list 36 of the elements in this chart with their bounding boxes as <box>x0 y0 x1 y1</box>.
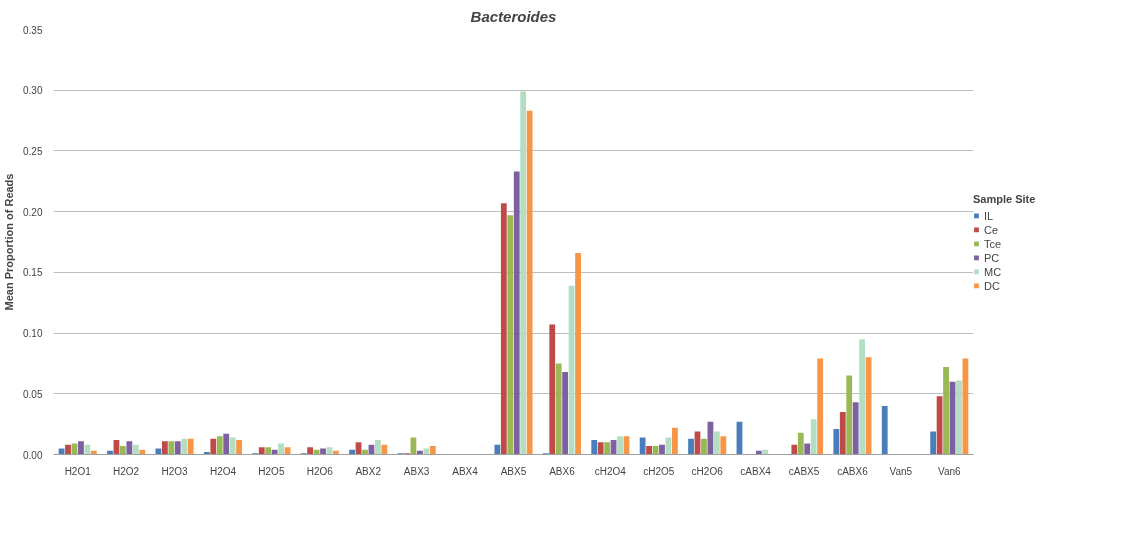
legend-label: IL <box>984 209 995 221</box>
x-tick-label: cABX4 <box>740 465 772 477</box>
x-tick-label: H2O3 <box>161 465 189 477</box>
x-tick-label: cH2O4 <box>594 465 627 477</box>
chart-title: Bacteroides <box>470 7 557 25</box>
x-tick-label: ABX5 <box>500 465 527 477</box>
legend-label: PC <box>984 251 1001 263</box>
legend-label: DC <box>984 279 1001 291</box>
x-tick-label: cABX5 <box>788 465 820 477</box>
x-tick-label: cH2O6 <box>691 465 724 477</box>
x-tick-label: H2O1 <box>64 465 92 477</box>
legend-label: MC <box>984 265 1003 277</box>
y-axis-title: Mean Proportion of Reads <box>3 173 16 311</box>
y-tick-label: 0.25 <box>23 145 43 157</box>
y-tick-label: 0.00 <box>23 449 43 461</box>
x-tick-label: ABX6 <box>549 465 576 477</box>
x-tick-label: Van6 <box>937 465 962 477</box>
y-tick-label: 0.30 <box>23 85 43 97</box>
legend-label: Tce <box>984 237 1003 249</box>
y-tick-label: 0.35 <box>23 24 43 36</box>
x-tick-label: ABX2 <box>355 465 382 477</box>
y-tick-label: 0.15 <box>23 267 43 279</box>
x-tick-label: H2O6 <box>306 465 334 477</box>
x-tick-label: H2O4 <box>209 465 237 477</box>
x-tick-label: Van5 <box>889 465 913 477</box>
y-tick-label: 0.20 <box>23 206 43 218</box>
x-tick-label: cH2O5 <box>643 465 675 477</box>
x-tick-label: ABX4 <box>452 465 479 477</box>
y-tick-label: 0.10 <box>23 328 43 340</box>
legend-title: Sample Site <box>973 192 1036 204</box>
x-tick-label: ABX3 <box>403 465 430 477</box>
y-tick-label: 0.05 <box>23 388 43 400</box>
x-tick-label: H2O5 <box>258 465 285 477</box>
legend-label: Ce <box>984 223 1000 235</box>
x-tick-label: H2O2 <box>113 465 140 477</box>
x-tick-label: cABX6 <box>837 465 869 477</box>
